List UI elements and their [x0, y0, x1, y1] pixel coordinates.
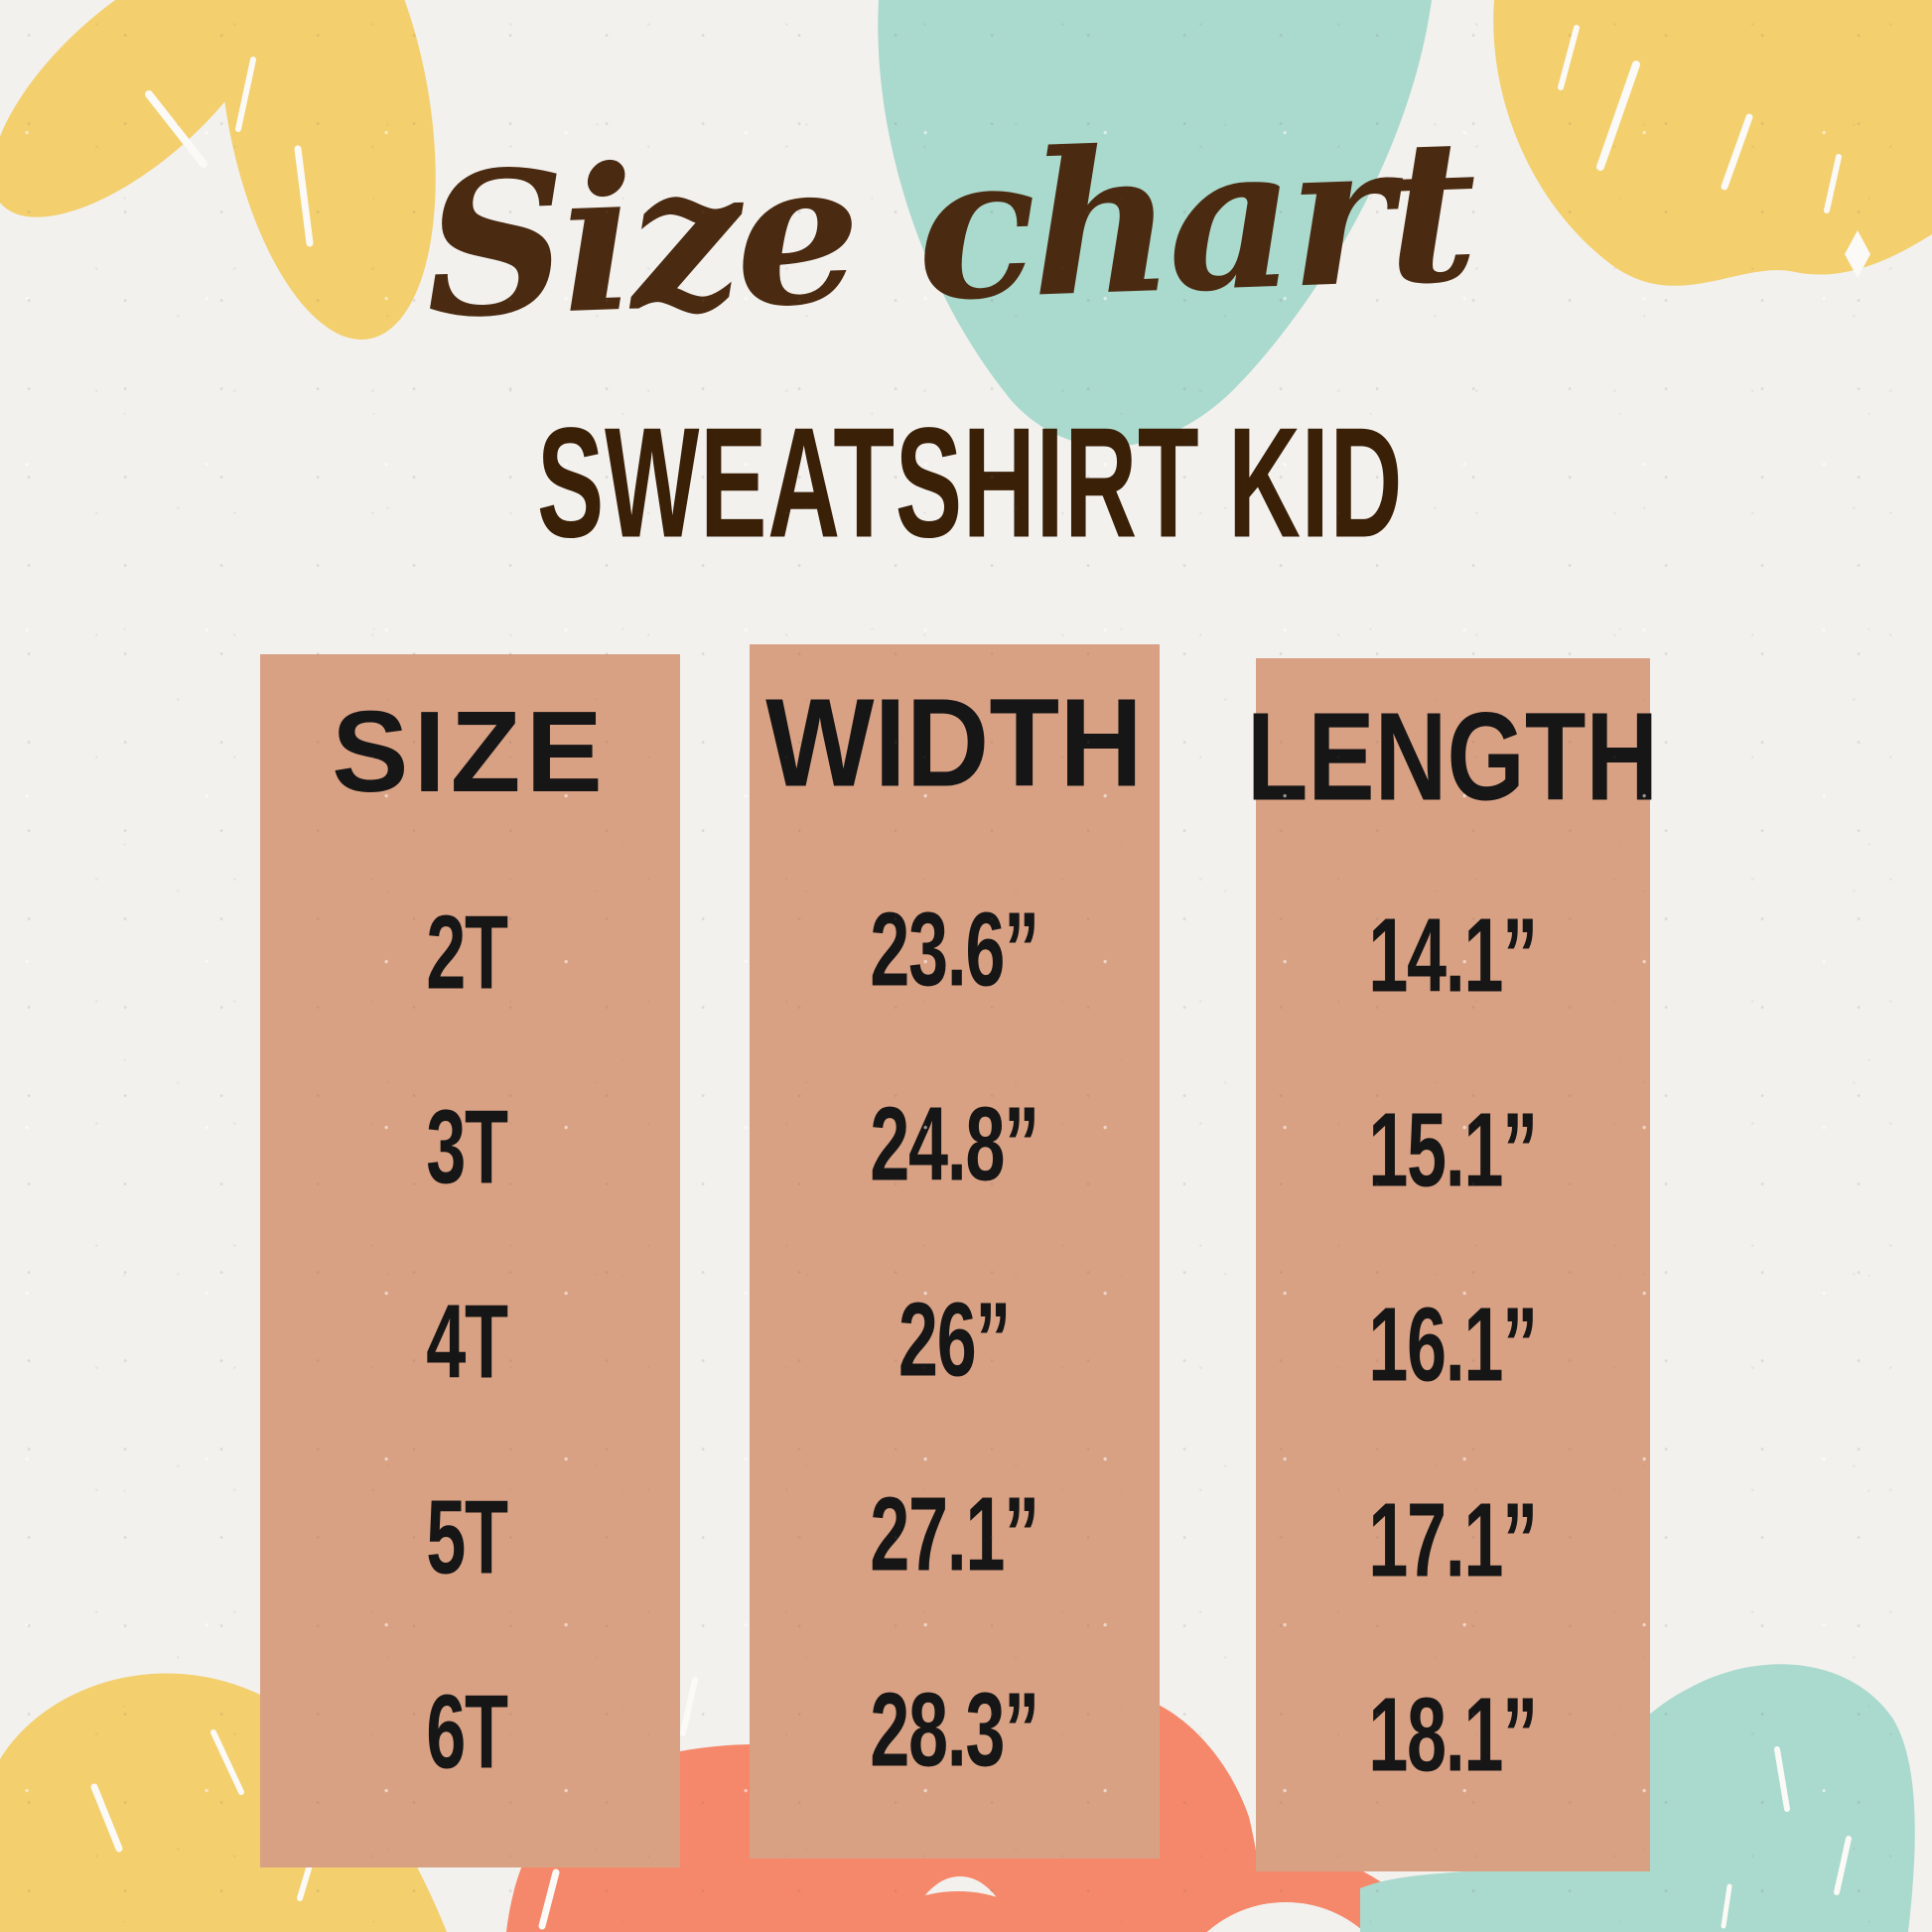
size-value: 5T [426, 1478, 508, 1596]
width-value: 23.6” [870, 891, 1039, 1009]
length-value: 16.1” [1368, 1286, 1538, 1404]
size-value: 2T [426, 894, 508, 1012]
width-value: 28.3” [870, 1671, 1039, 1789]
size-value: 4T [426, 1283, 508, 1401]
length-value: 17.1” [1368, 1481, 1538, 1599]
width-value: 26” [897, 1281, 1011, 1399]
width-value: 24.8” [870, 1085, 1039, 1203]
page-title: Size chart [421, 94, 1475, 362]
lemon-top-right-icon [1493, 0, 1932, 286]
length-value: 18.1” [1368, 1676, 1538, 1794]
column-header-size: SIZE [332, 687, 608, 816]
column-header-width: WIDTH [765, 672, 1143, 813]
size-value: 6T [426, 1673, 508, 1791]
width-value: 27.1” [870, 1475, 1039, 1593]
size-value: 3T [426, 1088, 508, 1206]
column-header-length: LENGTH [1246, 686, 1659, 827]
length-value: 14.1” [1368, 897, 1538, 1015]
lemon-top-left-icon [0, 0, 436, 341]
length-value: 15.1” [1368, 1091, 1538, 1209]
page-subtitle: SWEATSHIRT KID [536, 395, 1404, 571]
